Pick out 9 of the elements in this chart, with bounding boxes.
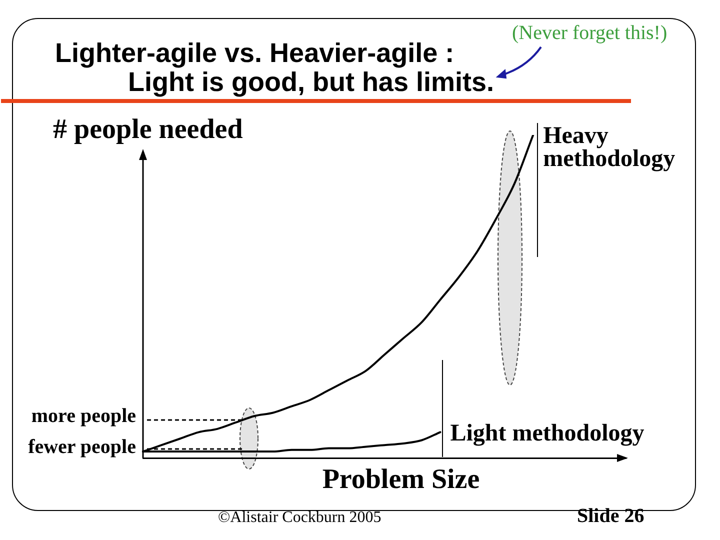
series-label: Light methodology bbox=[450, 420, 644, 446]
text: (Never forget this!) bbox=[512, 22, 668, 44]
text: fewer people bbox=[28, 436, 136, 458]
text: more people bbox=[31, 405, 136, 427]
x-axis-title: Problem Size bbox=[322, 464, 480, 495]
y-axis-title: # people needed bbox=[53, 114, 243, 145]
chart-title: Lighter-agile vs. Heavier-agile : Light is good, but has limits. bbox=[55, 38, 494, 97]
text: ©Alistair Cockburn 2005 bbox=[218, 509, 382, 527]
series-label: Heavy methodology bbox=[543, 123, 676, 172]
